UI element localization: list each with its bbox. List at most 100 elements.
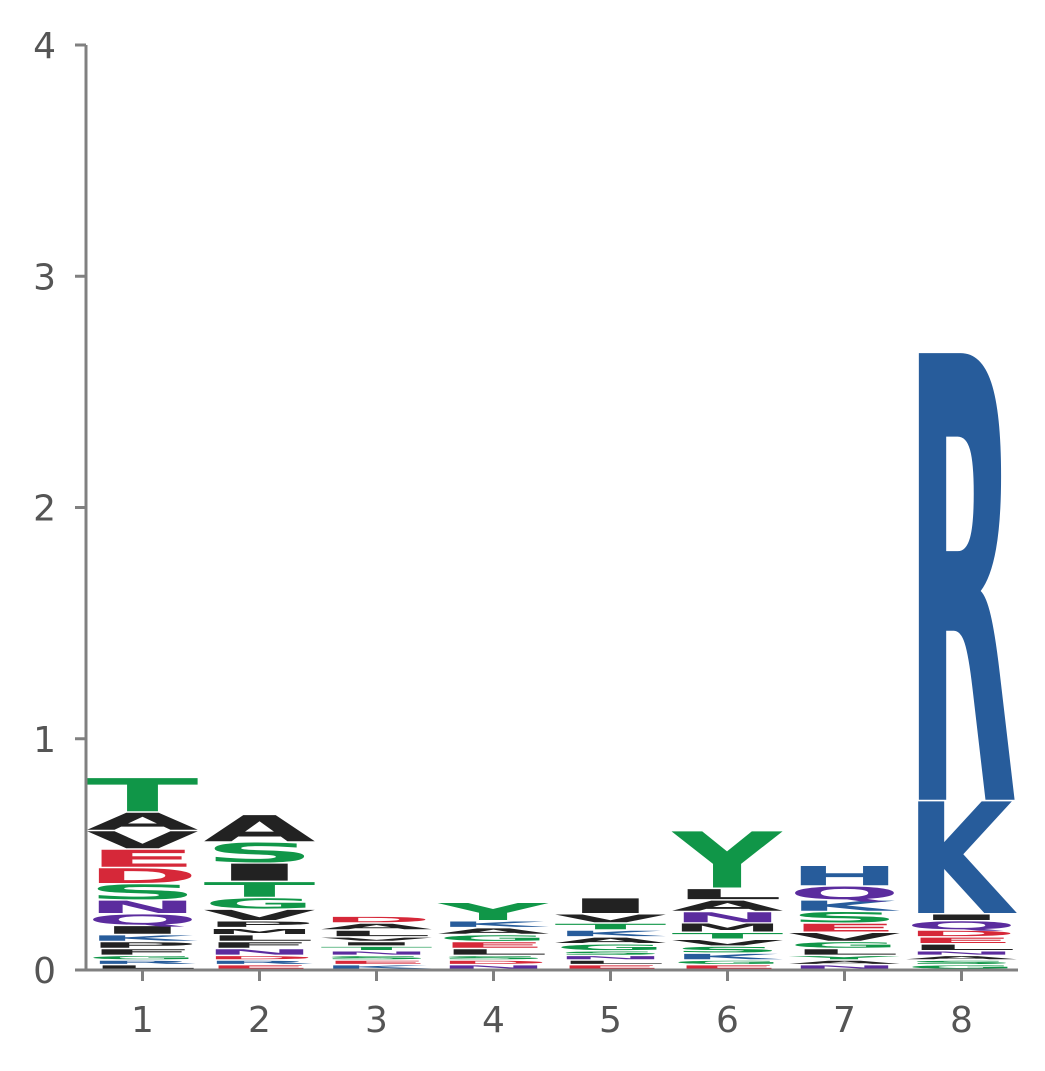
logo-letter-A: A [438, 927, 550, 936]
logo-letter-D: D [438, 960, 550, 965]
x-tick-label: 5 [599, 1000, 622, 1041]
x-tick-layer: 1 2 3 4 5 6 7 8 [131, 970, 973, 1041]
x-tick-label: 7 [833, 1000, 856, 1041]
x-tick-label: 8 [950, 1000, 973, 1041]
logo-letter-D: D [906, 929, 1018, 938]
logo-letter-K: K [672, 952, 784, 961]
x-tick-label: 4 [482, 1000, 505, 1041]
logo-letter-V: V [321, 937, 433, 942]
logo-letter-A: A [555, 936, 667, 945]
logo-letter-G: G [87, 955, 199, 960]
logo-letter-R: R [204, 960, 316, 965]
logo-letter-I: I [555, 894, 667, 917]
logo-letter-Y: Y [787, 955, 900, 960]
logo-letter-S: S [906, 960, 1018, 965]
logo-letter-S: S [555, 951, 667, 956]
logo-letter-P: P [87, 941, 199, 950]
logo-letter-G: G [789, 941, 901, 950]
logo-letter-M: M [672, 922, 784, 934]
logo-letter-A: A [789, 960, 901, 965]
logo-letter-T: T [204, 878, 316, 902]
logo-letter-I: I [87, 924, 199, 936]
logo-letter-P: P [204, 920, 316, 929]
logo-letter-K: K [87, 934, 199, 943]
logo-letter-K: K [321, 965, 433, 970]
logo-letter-Q: Q [906, 919, 1018, 931]
logo-letter-K: K [555, 929, 667, 938]
logo-letter-Y: Y [436, 899, 549, 926]
logo-letter-E: E [555, 965, 667, 970]
logo-letter-E: E [204, 965, 316, 970]
x-tick-label: 3 [365, 1000, 388, 1041]
logo-letter-F: F [204, 941, 316, 950]
logo-letter-N: N [672, 910, 784, 926]
logo-letter-T: T [321, 946, 433, 951]
y-tick-layer: 0 1 2 3 4 [33, 26, 86, 992]
logo-letter-S: S [204, 838, 316, 869]
x-tick-label: 6 [716, 1000, 739, 1041]
logo-letter-K: K [789, 898, 902, 914]
logo-letter-K: K [906, 772, 1018, 949]
logo-letter-E: E [438, 941, 550, 950]
logo-letter-I: I [204, 859, 316, 886]
logo-letter-A: A [672, 898, 785, 914]
logo-letter-Q: Q [789, 884, 901, 904]
logo-letter-Y: Y [670, 817, 783, 907]
logo-letter-T: T [672, 932, 784, 941]
logo-letter-L: L [438, 948, 550, 957]
logo-letter-V: V [555, 913, 667, 925]
logo-letter-S: S [672, 945, 784, 954]
logo-letter-I: I [906, 913, 1018, 922]
y-tick-label: 1 [33, 720, 56, 761]
logo-letter-K: K [438, 920, 550, 929]
logo-letter-G: G [906, 965, 1018, 970]
logo-letter-L: L [87, 965, 199, 970]
logo-letter-G: G [672, 960, 784, 965]
logo-letter-G: G [555, 943, 667, 952]
logo-letter-N: N [87, 897, 199, 917]
logo-letter-N: N [555, 955, 667, 960]
logo-letter-G: G [204, 896, 316, 912]
logo-letter-T: T [87, 769, 199, 822]
logo-letter-M: M [204, 927, 316, 936]
logo-letter-G: G [438, 934, 550, 943]
glyph-layer: LRGFPKIQNSDEVATERDNFLMPVGTISAKESNTIVLADN… [87, 231, 1018, 969]
logo-letter-T: T [555, 922, 667, 931]
y-tick-label: 4 [33, 26, 56, 67]
logo-letter-H: H [789, 861, 901, 892]
logo-letter-E: E [321, 960, 433, 965]
logo-letter-S: S [87, 881, 199, 904]
logo-letter-D: D [321, 915, 433, 924]
logo-letter-A: A [321, 922, 433, 931]
logo-letter-Q: Q [87, 912, 199, 928]
y-tick-label: 2 [33, 489, 56, 530]
logo-letter-L: L [555, 960, 667, 965]
x-tick-label: 1 [131, 1000, 154, 1041]
logo-letter-A: A [906, 955, 1018, 960]
y-tick-label: 3 [33, 257, 56, 298]
logo-letter-V: V [672, 939, 784, 948]
y-tick-label: 0 [33, 951, 56, 992]
logo-letter-E: E [672, 965, 784, 970]
logo-letter-L: L [204, 934, 316, 943]
logo-letter-V: V [789, 931, 901, 943]
x-tick-label: 2 [248, 1000, 271, 1041]
logo-letter-E: E [87, 845, 199, 872]
logo-letter-V: V [204, 907, 317, 923]
logo-letter-R: R [906, 231, 1018, 944]
logo-letter-E: E [906, 936, 1018, 945]
logo-letter-L: L [906, 943, 1018, 952]
logo-letter-V: V [87, 827, 199, 854]
logo-letter-L: L [321, 929, 433, 938]
logo-letter-N: N [321, 951, 433, 956]
logo-letter-F: F [87, 948, 199, 957]
logo-letter-N: N [906, 951, 1018, 956]
